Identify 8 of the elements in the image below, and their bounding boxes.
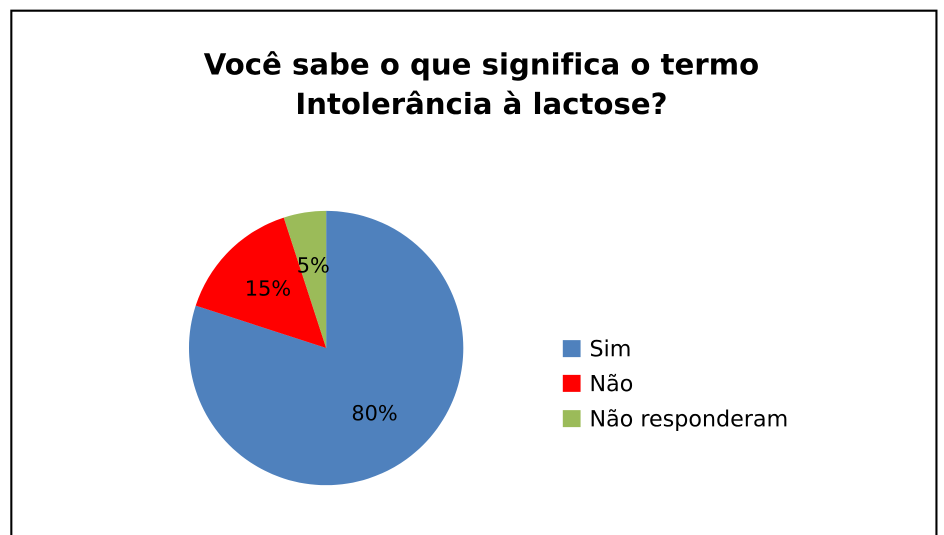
legend-label: Não [592,374,632,392]
data-label: 15% [247,280,290,296]
legend-label: Não responderam [592,409,786,431]
data-label: 80% [352,404,397,421]
legend-label: Sim [590,339,630,357]
data-label: 5% [298,257,329,273]
pie-slice [188,210,464,486]
chart-title: Você sabe o que significa o termo Intolerância à lactose? [204,51,758,114]
